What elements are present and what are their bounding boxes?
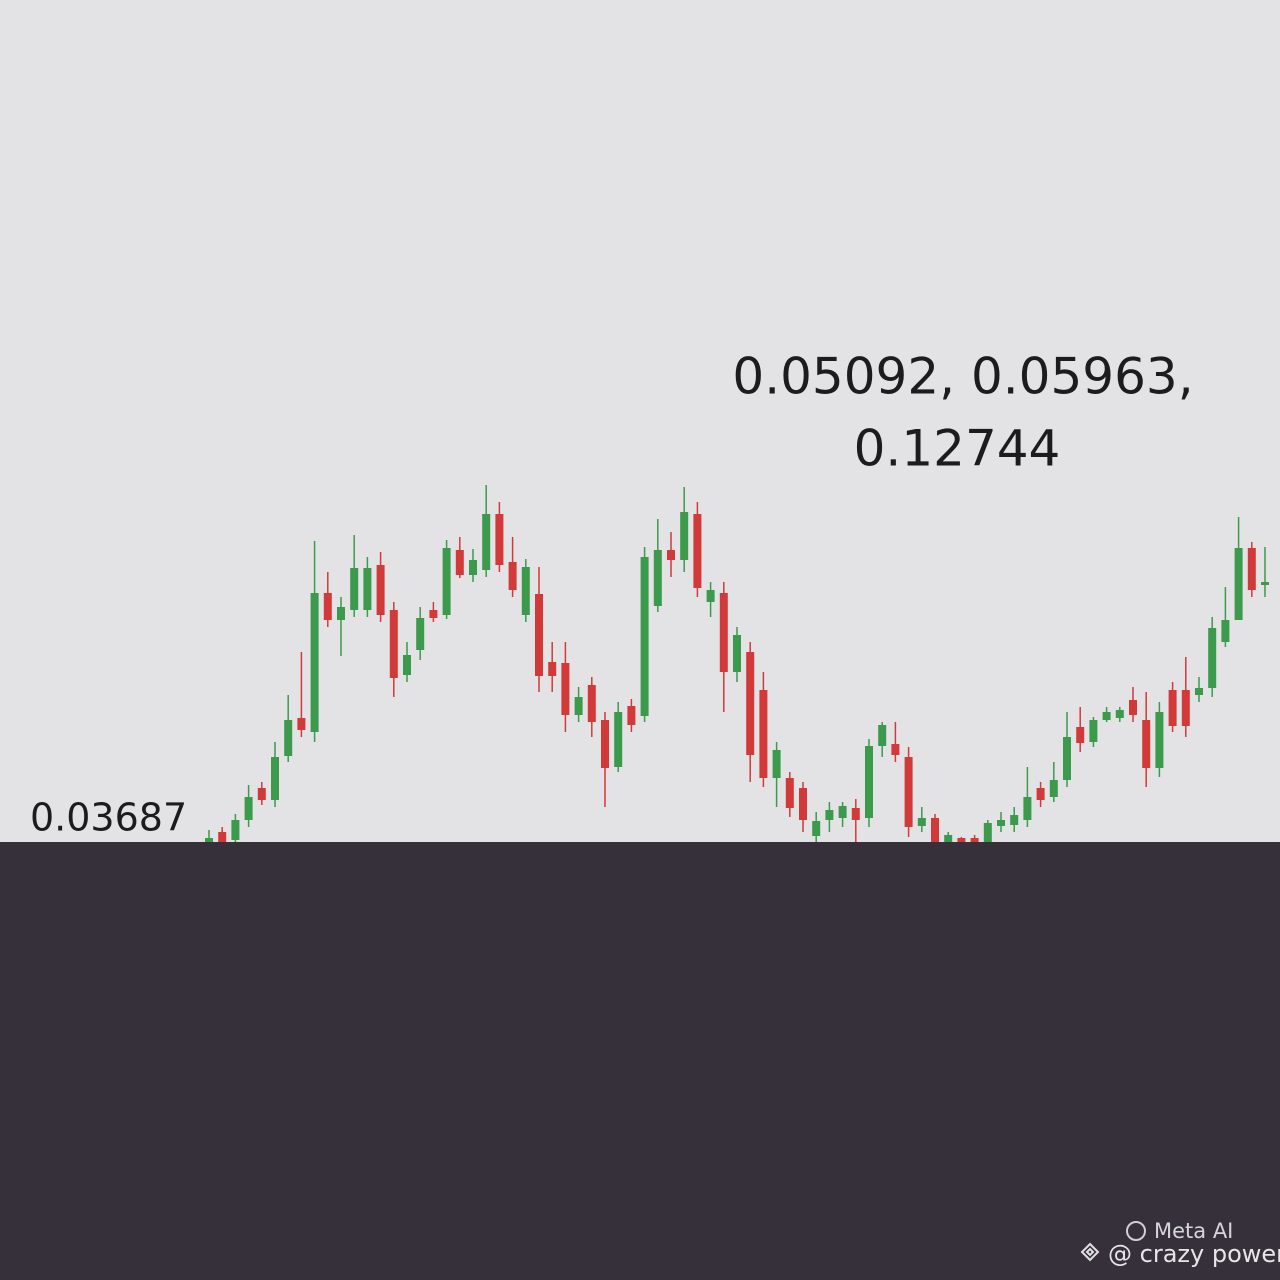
candle-body [548, 662, 557, 676]
candle-body [1010, 815, 1019, 825]
candle-body [614, 712, 623, 767]
candle-body [997, 820, 1005, 826]
candle-body [904, 757, 913, 827]
candle-body [706, 590, 715, 602]
candle-body [257, 788, 266, 800]
candle-body [891, 744, 900, 755]
candle-body [983, 823, 992, 842]
candle-body [271, 757, 279, 800]
candle-body [838, 806, 847, 818]
candle-body [1261, 582, 1269, 585]
candle-body [1221, 620, 1230, 642]
candle-body [205, 838, 213, 842]
candle-body [389, 610, 398, 678]
candle-body [495, 514, 504, 565]
candle-body [363, 568, 372, 610]
candle-body [1195, 688, 1203, 695]
candle-body [851, 808, 860, 820]
candle-body [772, 750, 781, 778]
candle-body [640, 557, 649, 716]
candle-body [693, 514, 702, 588]
candle-body [1089, 720, 1098, 742]
candle-body [1023, 797, 1032, 820]
candle-body [601, 720, 609, 768]
candle-body [469, 560, 477, 575]
annotation: 0.12744 [854, 420, 1061, 478]
candle-body [403, 655, 411, 675]
candle-body [521, 567, 530, 615]
candle-body [284, 720, 293, 756]
candle-body [719, 593, 728, 672]
candle-body [1142, 720, 1151, 768]
watermark: @ crazy power [1108, 1240, 1280, 1268]
candle-body [1247, 548, 1256, 590]
candle-body [1063, 737, 1071, 780]
candle-body [1036, 788, 1045, 800]
annotation: 0.03687 [30, 796, 187, 840]
candle-body [587, 685, 596, 722]
candle-body [1049, 780, 1058, 797]
candle-body [1076, 727, 1085, 743]
candle-body [1168, 690, 1177, 726]
candle-body [878, 725, 887, 746]
candle-body [799, 788, 807, 820]
candle-body [627, 706, 636, 725]
candle-body [865, 746, 873, 818]
candle-body [680, 512, 689, 560]
candle-body [667, 550, 675, 560]
candles [205, 485, 1269, 842]
candle-body [970, 838, 979, 842]
candle-body [323, 593, 332, 620]
candle-body [218, 832, 227, 842]
watermark: Meta AI [1154, 1219, 1233, 1243]
candle-body [535, 594, 543, 676]
watermark-icon [1080, 1242, 1100, 1262]
candle-body [508, 562, 517, 590]
candle-body [917, 818, 926, 826]
candle-body [574, 697, 583, 715]
candle-body [1155, 712, 1164, 768]
candle-body [825, 810, 834, 820]
candle-body [350, 568, 359, 610]
meta-icon [1126, 1221, 1146, 1241]
candle-body [746, 652, 755, 755]
candle-body [442, 548, 451, 615]
candle-body [244, 797, 253, 820]
candle-body [376, 565, 385, 615]
candle-body [1181, 690, 1190, 726]
candle-body [416, 618, 425, 650]
candle-body [1208, 628, 1217, 688]
candle-body [944, 835, 953, 842]
candle-body [733, 635, 741, 672]
candle-body [337, 607, 345, 620]
candle-body [785, 778, 794, 808]
candle-body [1234, 548, 1243, 620]
candle-body [455, 550, 464, 575]
candle-body [653, 550, 662, 606]
candle-body [957, 838, 966, 842]
dark-panel [0, 842, 1280, 1280]
candle-body [297, 718, 306, 730]
annotation: 0.05092, 0.05963, [732, 348, 1193, 406]
candle-body [1102, 712, 1111, 720]
candle-body [310, 593, 319, 732]
candle-body [561, 663, 570, 715]
candle-body [759, 690, 768, 778]
candle-body [482, 514, 491, 570]
candle-body [1115, 710, 1124, 718]
candle-body [231, 820, 240, 840]
candle-body [429, 610, 438, 618]
candle-body [1129, 700, 1137, 715]
candle-body [931, 818, 939, 842]
candle-body [812, 821, 821, 836]
